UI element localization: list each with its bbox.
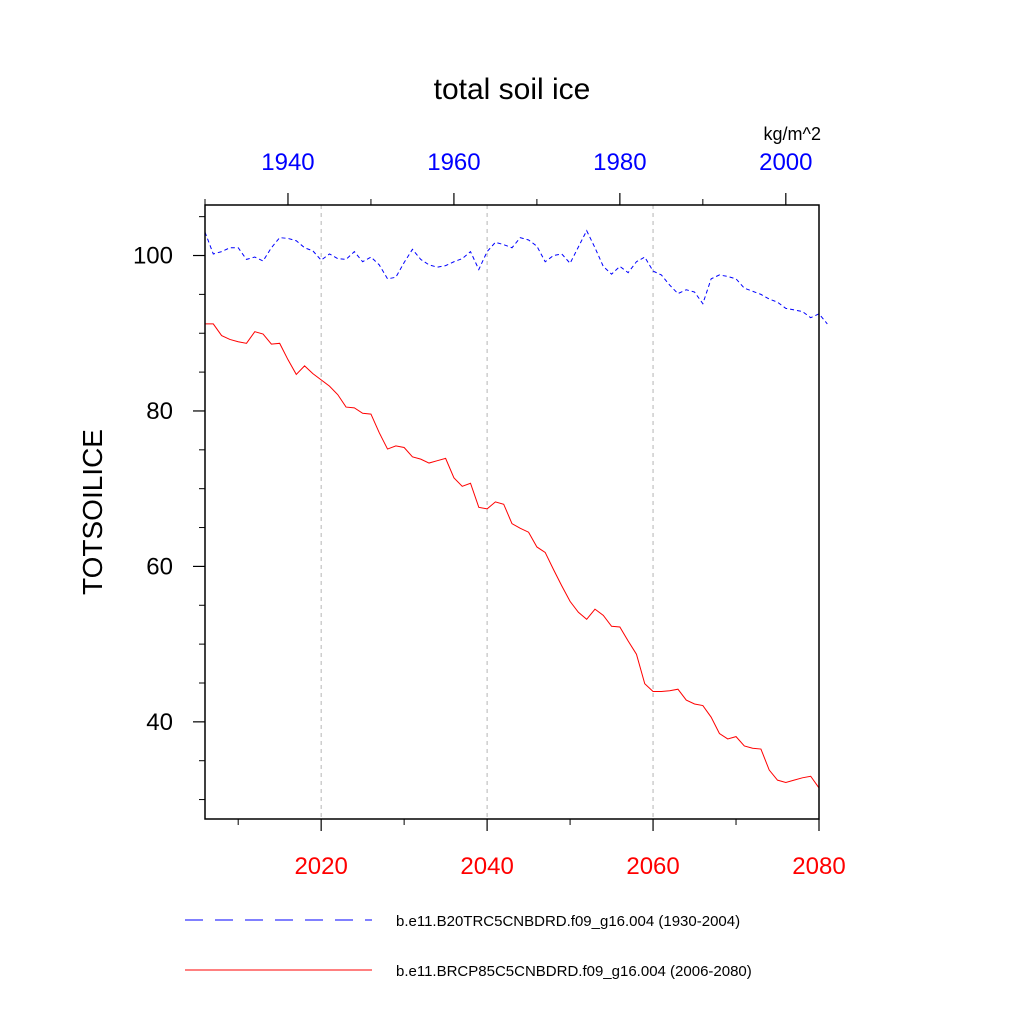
x-top-tick-label-2000: 2000 xyxy=(759,149,812,176)
units-label: kg/m^2 xyxy=(764,124,821,144)
series-line-historical xyxy=(204,229,828,325)
plot-frame xyxy=(204,204,820,820)
x-bottom-tick-label-2040: 2040 xyxy=(460,853,513,880)
legend-label-0: b.e11.B20TRC5CNBDRD.f09_g16.004 (1930-20… xyxy=(396,913,740,930)
series-line-rcp85 xyxy=(205,323,820,789)
x-top-tick-label-1960: 1960 xyxy=(427,149,480,176)
legend-label-1: b.e11.BRCP85C5CNBDRD.f09_g16.004 (2006-2… xyxy=(396,963,752,980)
y-axis-label: TOTSOILICE xyxy=(77,429,108,595)
x-bottom-tick-label-2020: 2020 xyxy=(294,853,347,880)
x-top-tick-label-1940: 1940 xyxy=(261,149,314,176)
axes: 40 60 80 100 2020 2040 2060 2080 1940 1960 1980 200… xyxy=(133,149,846,880)
y-tick-label-40: 40 xyxy=(146,709,173,736)
grid-lines xyxy=(320,205,654,819)
series-layer xyxy=(204,229,828,789)
x-bottom-tick-label-2080: 2080 xyxy=(792,853,845,880)
legend: b.e11.B20TRC5CNBDRD.f09_g16.004 (1930-20… xyxy=(185,913,752,980)
x-bottom-tick-label-2060: 2060 xyxy=(626,853,679,880)
x-top-tick-label-1980: 1980 xyxy=(593,149,646,176)
y-tick-label-60: 60 xyxy=(146,553,173,580)
y-tick-label-80: 80 xyxy=(146,398,173,425)
chart-title: total soil ice xyxy=(434,73,591,106)
y-tick-label-100: 100 xyxy=(133,243,173,270)
